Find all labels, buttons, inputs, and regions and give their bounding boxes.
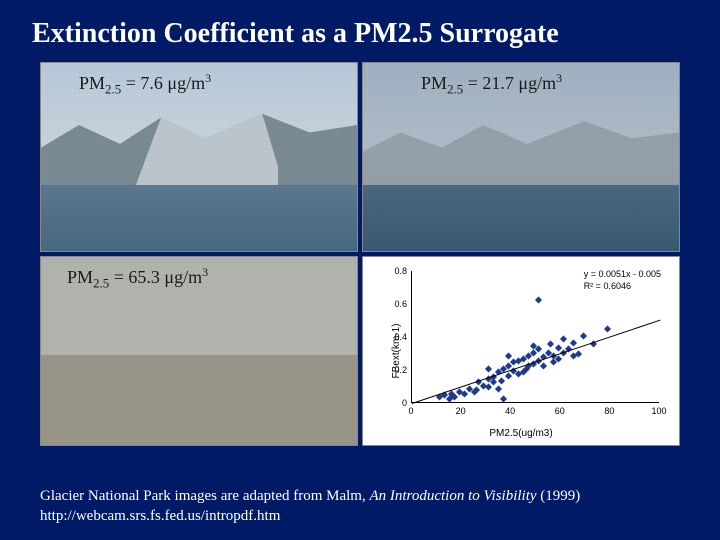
chart-xlabel: PM2.5(ug/m3): [489, 428, 552, 439]
panel-hazy: PM2.5 = 21.7 μg/m3: [362, 62, 680, 252]
slide-title: Extinction Coefficient as a PM2.5 Surrog…: [0, 0, 720, 62]
citation: Glacier National Park images are adapted…: [40, 486, 680, 527]
pm-label-2: PM2.5 = 21.7 μg/m3: [421, 71, 562, 98]
pm-label-3: PM2.5 = 65.3 μg/m3: [67, 265, 208, 292]
panel-very-hazy: PM2.5 = 65.3 μg/m3: [40, 256, 358, 446]
chart-plot-area: [411, 271, 659, 403]
panel-clear: PM2.5 = 7.6 μg/m3: [40, 62, 358, 252]
scatter-chart: y = 0.0051x - 0.005 R² = 0.6046 FBext(km…: [362, 256, 680, 446]
pm-label-1: PM2.5 = 7.6 μg/m3: [79, 71, 211, 98]
panel-grid: PM2.5 = 7.6 μg/m3 PM2.5 = 21.7 μg/m3 PM2…: [0, 62, 720, 446]
